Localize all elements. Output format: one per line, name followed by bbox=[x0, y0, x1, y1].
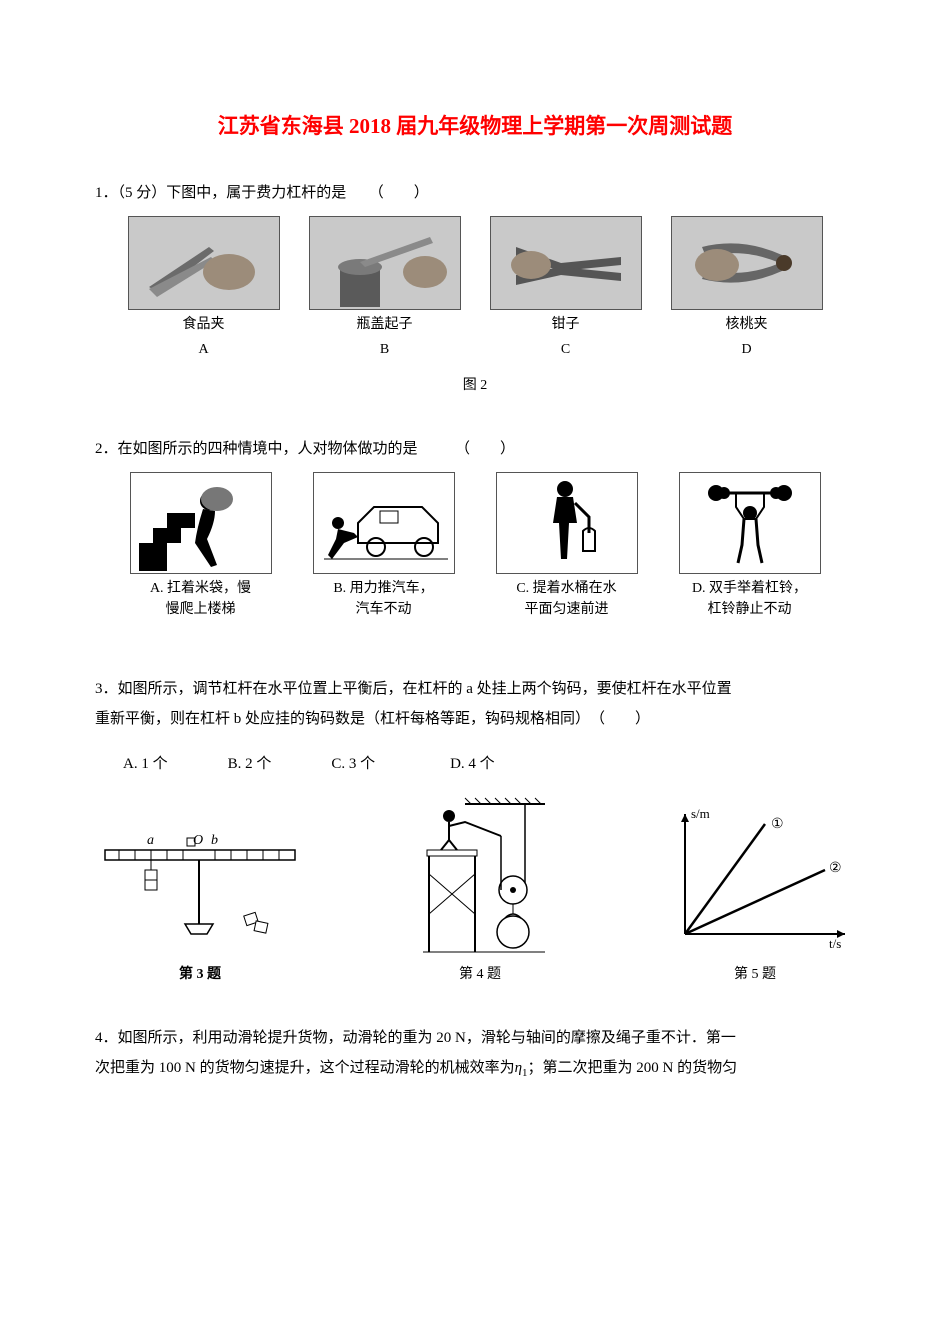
q1-item-a: 食品夹 A bbox=[113, 216, 294, 360]
page-title: 江苏省东海县 2018 届九年级物理上学期第一次周测试题 bbox=[95, 110, 855, 140]
q2-caption-c: C. 提着水桶在水 平面匀速前进 bbox=[516, 578, 616, 620]
q3-stem-l2: 重新平衡，则在杠杆 b 处应挂的钩码数是（杠杆每格等距，钩码规格相同） （ ） bbox=[95, 704, 855, 734]
q1-label-d: 核桃夹 bbox=[726, 314, 768, 335]
q5-ylabel: s/m bbox=[691, 806, 710, 821]
q1-label-c: 钳子 bbox=[552, 314, 580, 335]
q2-figure-row: A. 扛着米袋，慢 慢爬上楼梯 B. 用力推汽车， 汽车不动 bbox=[95, 472, 855, 620]
q2-item-a: A. 扛着米袋，慢 慢爬上楼梯 bbox=[109, 472, 292, 620]
q4-stem-l2b: ；第二次把重为 200 N 的货物匀 bbox=[528, 1060, 738, 1076]
q1-stem: 1．（5 分）下图中，属于费力杠杆的是 （ ） bbox=[95, 178, 855, 208]
q1-figure-row: 食品夹 A 瓶盖起子 B 钳子 C bbox=[95, 216, 855, 360]
q3-figure: a O b 第 3 题 bbox=[95, 814, 305, 983]
q2-item-d: D. 双手举着杠铃， 杠铃静止不动 bbox=[658, 472, 841, 620]
q5-figure: s/m t/s ① ② 第 5 题 bbox=[655, 804, 855, 983]
q1-item-b: 瓶盖起子 B bbox=[294, 216, 475, 360]
q2-caption-d: D. 双手举着杠铃， 杠铃静止不动 bbox=[692, 578, 807, 620]
q4-figure: 第 4 题 bbox=[405, 794, 555, 983]
q3-options: A. 1 个 B. 2 个 C. 3 个 D. 4 个 bbox=[95, 749, 855, 779]
q3-stem-l1: 3．如图所示，调节杠杆在水平位置上平衡后，在杠杆的 a 处挂上两个钩码，要使杠杆… bbox=[95, 674, 855, 704]
q2-item-b: B. 用力推汽车， 汽车不动 bbox=[292, 472, 475, 620]
svg-text:a: a bbox=[147, 833, 154, 848]
q1-letter-b: B bbox=[380, 339, 389, 360]
svg-text:b: b bbox=[211, 833, 218, 848]
q1-letter-c: C bbox=[561, 339, 570, 360]
q4-eta1: η bbox=[515, 1060, 522, 1076]
q1-img-c bbox=[490, 216, 642, 310]
q2-img-b bbox=[313, 472, 455, 574]
q5-xlabel: t/s bbox=[829, 936, 841, 951]
q1-letter-a: A bbox=[198, 339, 208, 360]
q4-stem-l1: 4．如图所示，利用动滑轮提升货物，动滑轮的重为 20 N，滑轮与轴间的摩擦及绳子… bbox=[95, 1023, 855, 1053]
q3-caption: 第 3 题 bbox=[95, 963, 305, 983]
q2-img-d bbox=[679, 472, 821, 574]
q2-img-a bbox=[130, 472, 272, 574]
q4-stem-l2: 次把重为 100 N 的货物匀速提升，这个过程动滑轮的机械效率为η1；第二次把重… bbox=[95, 1053, 855, 1084]
q1-img-b bbox=[309, 216, 461, 310]
q1-item-d: 核桃夹 D bbox=[656, 216, 837, 360]
q2-img-c bbox=[496, 472, 638, 574]
q1-label-a: 食品夹 bbox=[183, 314, 225, 335]
q1-item-c: 钳子 C bbox=[475, 216, 656, 360]
q1-img-d bbox=[671, 216, 823, 310]
q5-caption: 第 5 题 bbox=[655, 963, 855, 983]
q1-img-a bbox=[128, 216, 280, 310]
q1-letter-d: D bbox=[741, 339, 751, 360]
q2-stem: 2．在如图所示的四种情境中，人对物体做功的是 （ ） bbox=[95, 434, 855, 464]
q2-caption-b: B. 用力推汽车， 汽车不动 bbox=[333, 578, 433, 620]
q1-row-caption: 图 2 bbox=[95, 374, 855, 394]
q5-marker-2: ② bbox=[829, 861, 842, 876]
q4-stem-l2a: 次把重为 100 N 的货物匀速提升，这个过程动滑轮的机械效率为 bbox=[95, 1060, 515, 1076]
q2-item-c: C. 提着水桶在水 平面匀速前进 bbox=[475, 472, 658, 620]
q1-label-b: 瓶盖起子 bbox=[357, 314, 413, 335]
q345-figure-row: a O b 第 3 题 bbox=[95, 794, 855, 983]
q5-marker-1: ① bbox=[771, 817, 784, 832]
q2-caption-a: A. 扛着米袋，慢 慢爬上楼梯 bbox=[150, 578, 251, 620]
q4-caption: 第 4 题 bbox=[405, 963, 555, 983]
